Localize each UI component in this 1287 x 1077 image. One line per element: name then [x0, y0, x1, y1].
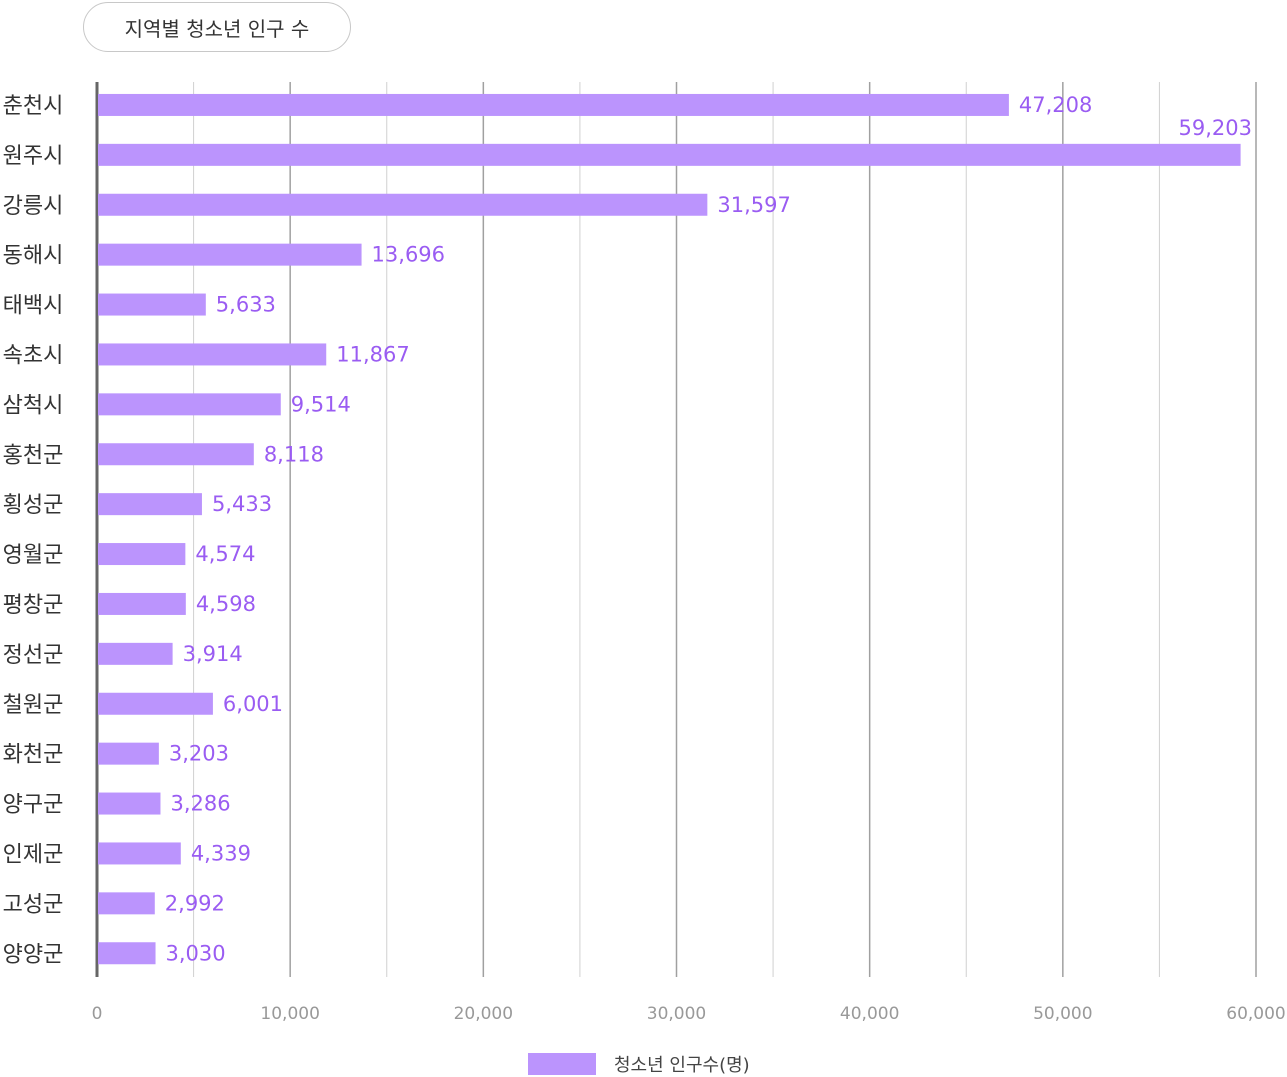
category-label: 평창군 [3, 593, 64, 618]
x-tick-label: 20,000 [454, 1004, 513, 1024]
category-label: 양구군 [3, 793, 64, 818]
bar [98, 443, 254, 466]
category-label: 홍천군 [3, 443, 64, 468]
value-label: 4,574 [195, 542, 255, 566]
category-label: 횡성군 [3, 493, 64, 518]
category-label: 속초시 [3, 343, 64, 368]
category-label: 영월군 [3, 543, 64, 568]
category-label: 인제군 [3, 842, 64, 867]
x-tick-label: 60,000 [1226, 1004, 1285, 1024]
value-label: 5,433 [212, 492, 272, 516]
category-label: 동해시 [3, 244, 64, 269]
value-label: 4,598 [196, 592, 256, 616]
bar [98, 892, 155, 915]
bar [98, 642, 173, 665]
category-label: 원주시 [3, 144, 64, 169]
bar [98, 393, 281, 416]
x-tick-label: 10,000 [260, 1004, 319, 1024]
bar [98, 143, 1241, 166]
category-label: 강릉시 [3, 194, 64, 219]
chart-title: 지역별 청소년 인구 수 [83, 2, 351, 52]
legend-label: 청소년 인구수(명) [614, 1055, 750, 1076]
x-tick-label: 0 [92, 1004, 103, 1024]
bar [98, 792, 161, 815]
value-label: 3,030 [166, 941, 226, 965]
bar [98, 942, 156, 965]
value-label: 3,203 [169, 742, 229, 766]
value-label: 3,286 [170, 792, 230, 816]
bar [98, 93, 1009, 116]
value-label: 59,203 [1179, 116, 1252, 140]
value-label: 8,118 [264, 442, 324, 466]
bar [98, 193, 708, 216]
value-label: 2,992 [165, 891, 225, 915]
category-label: 고성군 [3, 892, 64, 917]
bar [98, 742, 159, 765]
x-tick-label: 50,000 [1033, 1004, 1092, 1024]
category-label: 춘천시 [3, 94, 64, 119]
category-label: 정선군 [3, 643, 64, 668]
value-label: 6,001 [223, 692, 283, 716]
value-label: 13,696 [372, 243, 445, 267]
category-label: 양양군 [3, 942, 64, 967]
value-label: 11,867 [336, 342, 409, 366]
value-label: 9,514 [291, 392, 351, 416]
category-label: 삼척시 [3, 393, 64, 418]
value-label: 4,339 [191, 841, 251, 865]
legend-swatch [528, 1053, 596, 1075]
x-tick-label: 40,000 [840, 1004, 899, 1024]
category-label: 태백시 [3, 294, 64, 319]
value-label: 5,633 [216, 293, 276, 317]
bar [98, 343, 327, 366]
legend: 청소년 인구수(명) [528, 1052, 750, 1076]
category-label: 철원군 [3, 693, 64, 718]
bar [98, 692, 213, 715]
value-label: 47,208 [1019, 93, 1092, 117]
bar [98, 543, 186, 566]
bar [98, 293, 206, 316]
value-label: 3,914 [183, 642, 243, 666]
value-label: 31,597 [717, 193, 790, 217]
bar [98, 592, 186, 615]
bar [98, 842, 181, 865]
bar [98, 493, 202, 516]
bar [98, 243, 362, 266]
category-label: 화천군 [3, 743, 64, 768]
x-tick-label: 30,000 [647, 1004, 706, 1024]
